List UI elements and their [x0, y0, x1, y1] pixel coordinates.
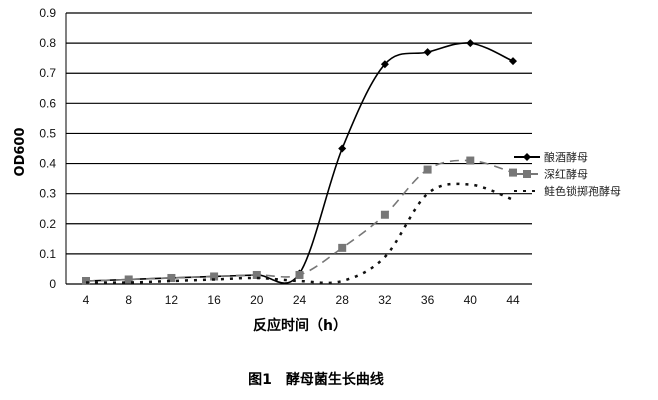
- y-tick-label: 0: [49, 277, 56, 291]
- x-tick-label: 20: [250, 293, 264, 307]
- y-tick-label: 0.7: [39, 66, 56, 80]
- legend-marker: [523, 153, 531, 161]
- data-point: [509, 57, 517, 66]
- data-point: [210, 272, 219, 281]
- y-tick-label: 0.3: [39, 187, 56, 201]
- x-tick-label: 36: [421, 293, 435, 307]
- data-point: [423, 48, 432, 57]
- data-point: [252, 270, 261, 279]
- x-tick-label: 16: [207, 293, 221, 307]
- y-tick-label: 0.5: [39, 126, 56, 140]
- legend-label: 酿酒酵母: [544, 150, 588, 164]
- x-tick-label: 8: [125, 293, 132, 307]
- y-tick-label: 0.8: [39, 36, 56, 50]
- x-tick-label: 28: [336, 293, 350, 307]
- legend-label: 鲑色锁掷孢酵母: [544, 184, 621, 198]
- data-point: [423, 165, 432, 174]
- series-line-2: [85, 182, 514, 285]
- x-tick-label: 44: [506, 293, 520, 307]
- x-tick-label: 12: [165, 293, 179, 307]
- y-tick-label: 0.6: [39, 96, 56, 110]
- data-point: [338, 243, 347, 252]
- data-point: [380, 60, 389, 69]
- data-point: [466, 156, 475, 165]
- legend-marker: [523, 170, 531, 178]
- x-tick-label: 4: [83, 293, 90, 307]
- x-axis-label: 反应时间（h）: [253, 317, 347, 334]
- x-tick-label: 40: [464, 293, 478, 307]
- data-point: [124, 275, 133, 284]
- data-point: [509, 168, 517, 177]
- x-tick-label: 24: [293, 293, 307, 307]
- data-point: [82, 276, 90, 285]
- y-tick-label: 0.1: [39, 247, 56, 261]
- x-tick-label: 32: [378, 293, 392, 307]
- data-point: [295, 270, 304, 279]
- series-line-1: [85, 159, 514, 282]
- y-tick-label: 0.2: [39, 217, 56, 231]
- y-axis-label: OD600: [13, 128, 28, 177]
- y-tick-label: 0.4: [39, 157, 56, 171]
- data-point: [380, 210, 389, 219]
- data-point: [466, 39, 475, 48]
- legend-label: 深红酵母: [544, 168, 588, 181]
- y-tick-label: 0.9: [39, 6, 56, 20]
- chart-title: 图1 酵母菌生长曲线: [248, 371, 384, 388]
- data-point: [338, 144, 347, 153]
- data-point: [167, 273, 176, 282]
